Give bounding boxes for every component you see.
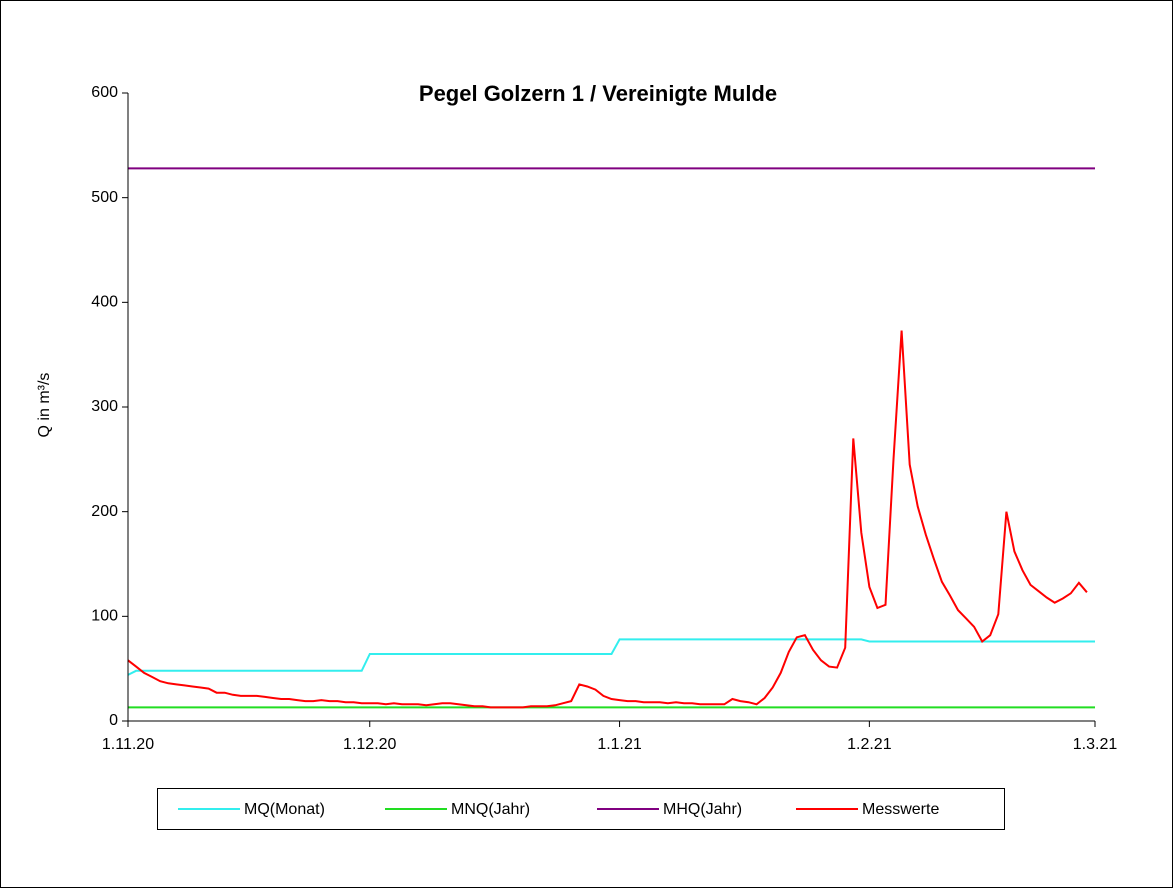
- x-tick-label: 1.2.21: [847, 736, 892, 753]
- legend-label: MHQ(Jahr): [663, 801, 742, 818]
- y-axis-label: Q in m³/s: [36, 373, 53, 438]
- y-tick-label: 300: [91, 398, 118, 415]
- x-tick-label: 1.11.20: [102, 736, 154, 753]
- series-line: [127, 330, 1088, 709]
- legend: [157, 788, 1005, 830]
- chart-title: Pegel Golzern 1 / Vereinigte Mulde: [419, 81, 777, 106]
- legend-label: MNQ(Jahr): [451, 801, 530, 818]
- x-tick-label: 1.3.21: [1073, 736, 1118, 753]
- x-tick-label: 1.12.20: [343, 736, 396, 753]
- y-tick-label: 500: [91, 189, 118, 206]
- y-tick-label: 100: [91, 608, 118, 625]
- y-tick-label: 600: [91, 84, 118, 101]
- x-tick-label: 1.1.21: [597, 736, 642, 753]
- legend-label: Messwerte: [862, 801, 939, 818]
- y-tick-label: 200: [91, 503, 118, 520]
- legend-label: MQ(Monat): [244, 801, 325, 818]
- series-line: [127, 638, 1095, 676]
- y-tick-label: 0: [109, 712, 118, 729]
- y-tick-label: 400: [91, 294, 118, 311]
